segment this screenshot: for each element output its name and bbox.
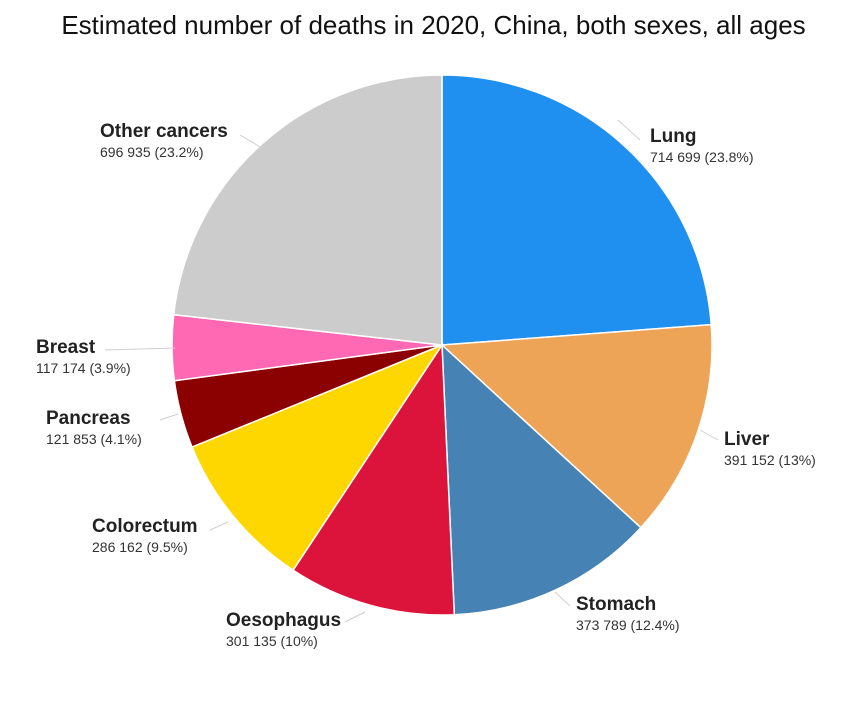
slice-label-stomach: Stomach: [576, 594, 656, 615]
leader-line-breast: [104, 347, 176, 351]
slice-label-other-cancers: Other cancers: [100, 121, 228, 142]
leader-line-oesophagus: [344, 611, 366, 623]
pie-slice-oesophagus: [291, 342, 456, 616]
leader-line-lung: [617, 119, 641, 141]
slice-label-pancreas: Pancreas: [46, 408, 131, 429]
slice-value-liver: 391 152 (13%): [724, 452, 816, 468]
pie-slice-colorectum: [191, 343, 444, 572]
pie-slice-stomach: [441, 343, 642, 616]
slice-value-lung: 714 699 (23.8%): [650, 149, 754, 165]
chart-title: Estimated number of deaths in 2020, Chin…: [61, 10, 806, 40]
slice-label-oesophagus: Oesophagus: [226, 610, 341, 631]
slice-value-pancreas: 121 853 (4.1%): [46, 431, 142, 447]
slice-value-other-cancers: 696 935 (23.2%): [100, 144, 204, 160]
pie-slice-other-cancers: [172, 74, 443, 346]
slice-label-liver: Liver: [724, 429, 770, 450]
slice-value-breast: 117 174 (3.9%): [36, 360, 131, 376]
pie-slice-lung: [441, 74, 713, 346]
leader-line-pancreas: [159, 413, 179, 421]
leader-line-stomach: [554, 591, 571, 607]
slice-value-oesophagus: 301 135 (10%): [226, 633, 318, 649]
leader-line-liver: [699, 429, 719, 441]
slice-label-breast: Breast: [36, 337, 96, 358]
leader-line-other-cancers: [239, 134, 263, 149]
pie-slice-liver: [440, 323, 713, 529]
slice-value-stomach: 373 789 (12.4%): [576, 617, 680, 633]
slice-value-colorectum: 286 162 (9.5%): [92, 539, 188, 555]
leader-line-colorectum: [209, 521, 229, 531]
slice-label-lung: Lung: [650, 126, 696, 147]
slice-label-colorectum: Colorectum: [92, 516, 198, 537]
